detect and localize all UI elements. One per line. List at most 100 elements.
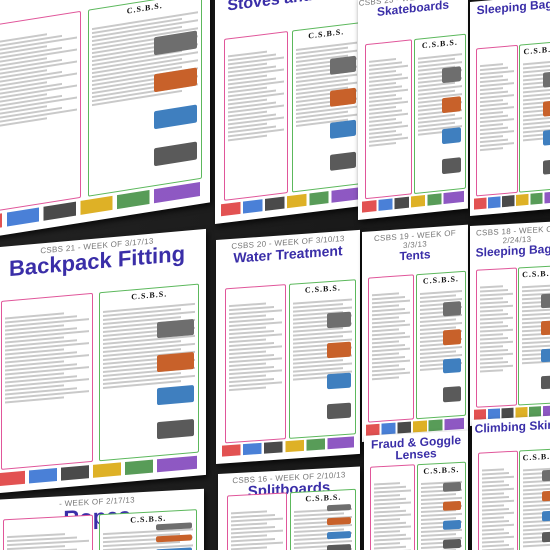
- csbs-header: C.S.B.S.: [522, 451, 550, 463]
- product-image: [541, 348, 550, 363]
- product-image: [541, 469, 550, 481]
- content-panel-left: [368, 274, 415, 423]
- product-image: [542, 158, 550, 175]
- csbs-header: C.S.B.S.: [522, 268, 550, 280]
- poster: Sleeping Bags C.S.B.S.: [470, 0, 550, 216]
- content-panel-left: [2, 514, 94, 550]
- poster-title: Sleeping Bags: [476, 0, 550, 18]
- csbs-header: C.S.B.S.: [421, 37, 458, 51]
- content-panel-left: [0, 10, 81, 215]
- product-image: [541, 531, 550, 543]
- content-panel-left: [226, 492, 288, 550]
- csbs-header: C.S.B.S.: [423, 464, 460, 476]
- content-panel-right: C.S.B.S.: [517, 265, 550, 406]
- product-image: [327, 544, 352, 550]
- poster: CSBS 18 - WEEK OF 2/24/13 Sleeping Bags C.…: [470, 221, 550, 426]
- product-image: [326, 311, 352, 329]
- product-image: [442, 300, 461, 317]
- product-image: [157, 351, 195, 372]
- product-image: [443, 500, 461, 512]
- poster: CSBS 16 - WEEK OF 2/10/13 Splitboards C.S.…: [218, 466, 360, 550]
- poster: CSBS 21 - WEEK OF 3/17/13 Backpack Fittin…: [0, 228, 206, 494]
- product-image: [442, 386, 461, 403]
- poster-header: Sleeping Bags: [470, 0, 550, 17]
- poster-title: Sleeping Bags: [475, 241, 550, 260]
- product-image: [326, 402, 352, 420]
- poster-body: C.S.B.S.: [1, 283, 200, 471]
- poster-body: C.S.B.S.: [475, 265, 550, 408]
- content-panel-left: [1, 292, 94, 471]
- product-image: [443, 481, 461, 493]
- csbs-header: C.S.B.S.: [422, 274, 459, 286]
- content-panel-right: C.S.B.S.: [289, 279, 357, 439]
- poster-body: C.S.B.S.: [226, 488, 357, 550]
- product-image: [326, 341, 352, 359]
- product-image: [157, 418, 195, 439]
- product-image: [541, 510, 550, 522]
- product-image: [330, 87, 356, 107]
- content-panel-right: C.S.B.S.: [99, 508, 198, 550]
- csbs-header: C.S.B.S.: [304, 283, 341, 296]
- content-panel-right: C.S.B.S.: [414, 33, 466, 194]
- poster-title: Stoves and ORA: [215, 0, 365, 16]
- product-image: [541, 320, 550, 336]
- product-image: [443, 519, 461, 531]
- poster-body: C.S.B.S.: [224, 21, 361, 202]
- poster: CSBS 23 - WEEK OF 4/7/13Skateboards C.S.B…: [358, 0, 468, 220]
- content-panel-right: C.S.B.S.: [99, 283, 200, 462]
- content-panel-right: C.S.B.S.: [518, 40, 550, 193]
- poster-title: Climbing Skins: [474, 417, 550, 436]
- content-panel-left: [364, 39, 413, 199]
- content-panel-left: [370, 464, 416, 550]
- content-panel-right: C.S.B.S.: [87, 0, 202, 197]
- poster-body: C.S.B.S.: [364, 33, 466, 199]
- product-image: [442, 357, 461, 374]
- poster-body: C.S.B.S.: [477, 448, 550, 550]
- product-image: [330, 55, 356, 75]
- content-panel-left: [475, 267, 517, 408]
- csbs-header: C.S.B.S.: [523, 44, 550, 57]
- product-image: [542, 129, 550, 146]
- product-image: [541, 375, 550, 390]
- poster-body: C.S.B.S.: [368, 270, 466, 423]
- product-image: [327, 530, 352, 539]
- poster-body: C.S.B.S.: [224, 279, 357, 444]
- poster-body: C.S.B.S.: [0, 0, 202, 215]
- poster: - WEEK OF 2/17/13 Ropes C.S.B.S.: [0, 488, 204, 550]
- product-image: [542, 100, 550, 117]
- product-image: [441, 96, 461, 114]
- poster-title: Fraud & Goggle Lenses: [371, 432, 461, 463]
- content-panel-right: C.S.B.S.: [291, 21, 361, 194]
- product-image: [443, 538, 461, 550]
- content-panel-right: C.S.B.S.: [518, 448, 550, 550]
- product-image: [442, 329, 461, 345]
- poster: CSBS 20 - WEEK OF 3/10/13 Water Treatment…: [216, 229, 360, 464]
- poster: CSBS 19 - WEEK OF 3/3/13 Tents C.S.B.S.: [362, 224, 468, 442]
- product-image: [441, 157, 461, 175]
- product-image: [326, 372, 352, 390]
- poster: Fraud & Goggle Lenses C.S.B.S.: [364, 430, 468, 550]
- poster-body: C.S.B.S.: [475, 40, 550, 197]
- poster-header: CSBS 24 - WEEK OF 4/14/13Stoves and ORA: [215, 0, 365, 16]
- poster: CSBS 24 - WEEK OF 4/14/13Stoves and ORA C…: [215, 0, 365, 224]
- product-image: [157, 385, 195, 406]
- poster-header: CSBS 23 - WEEK OF 4/7/13Skateboards: [358, 0, 468, 20]
- content-panel-right: C.S.B.S.: [417, 461, 466, 550]
- product-image: [441, 65, 461, 84]
- poster-body: C.S.B.S.: [370, 461, 466, 550]
- poster: Climbing Skins C.S.B.S.: [472, 415, 550, 550]
- poster-header: CSBS 21 - WEEK OF 3/17/13 Backpack Fittin…: [0, 229, 206, 282]
- product-image: [542, 71, 550, 88]
- content-panel-left: [477, 450, 518, 550]
- product-image: [541, 490, 550, 502]
- product-image: [441, 126, 461, 145]
- product-image: [541, 293, 550, 309]
- poster-header: CSBS 19 - WEEK OF 3/3/13 Tents: [362, 225, 468, 265]
- content-panel-left: [224, 284, 287, 444]
- content-panel-right: C.S.B.S.: [290, 488, 357, 550]
- poster-header: CSBS 18 - WEEK OF 2/24/13 Sleeping Bags: [470, 221, 550, 259]
- content-panel-left: [224, 30, 289, 202]
- poster-header: Fraud & Goggle Lenses: [364, 431, 468, 463]
- content-panel-right: C.S.B.S.: [416, 270, 466, 420]
